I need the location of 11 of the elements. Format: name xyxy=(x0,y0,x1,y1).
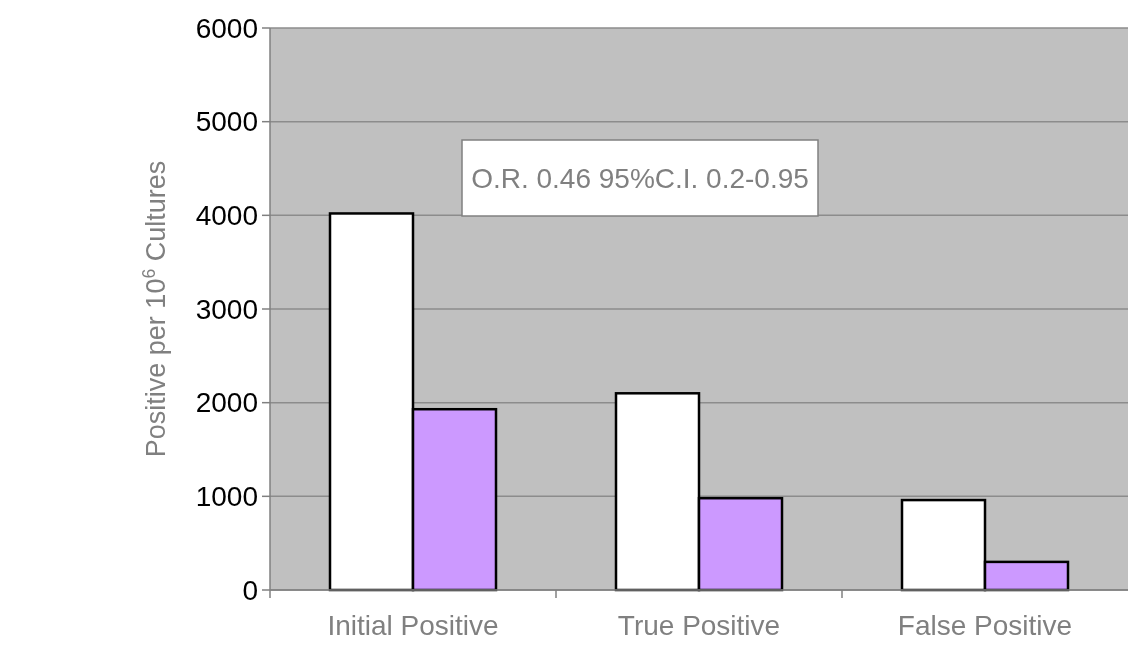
x-tick-label: True Positive xyxy=(617,610,781,641)
y-tick-label: 6000 xyxy=(195,12,258,44)
y-tick-label: 0 xyxy=(242,574,258,606)
y-tick-label: 4000 xyxy=(195,200,258,232)
y-tick-label: 5000 xyxy=(195,106,258,138)
y-tick-label: 3000 xyxy=(195,293,258,325)
x-tick-label: False Positive xyxy=(897,610,1073,641)
x-tick-label: Initial Positive xyxy=(327,610,499,641)
y-tick-label: 1000 xyxy=(195,481,258,513)
annotation: O.R. 0.46 95%C.I. 0.2-0.95 xyxy=(471,162,809,194)
y-tick-label: 2000 xyxy=(195,387,258,419)
